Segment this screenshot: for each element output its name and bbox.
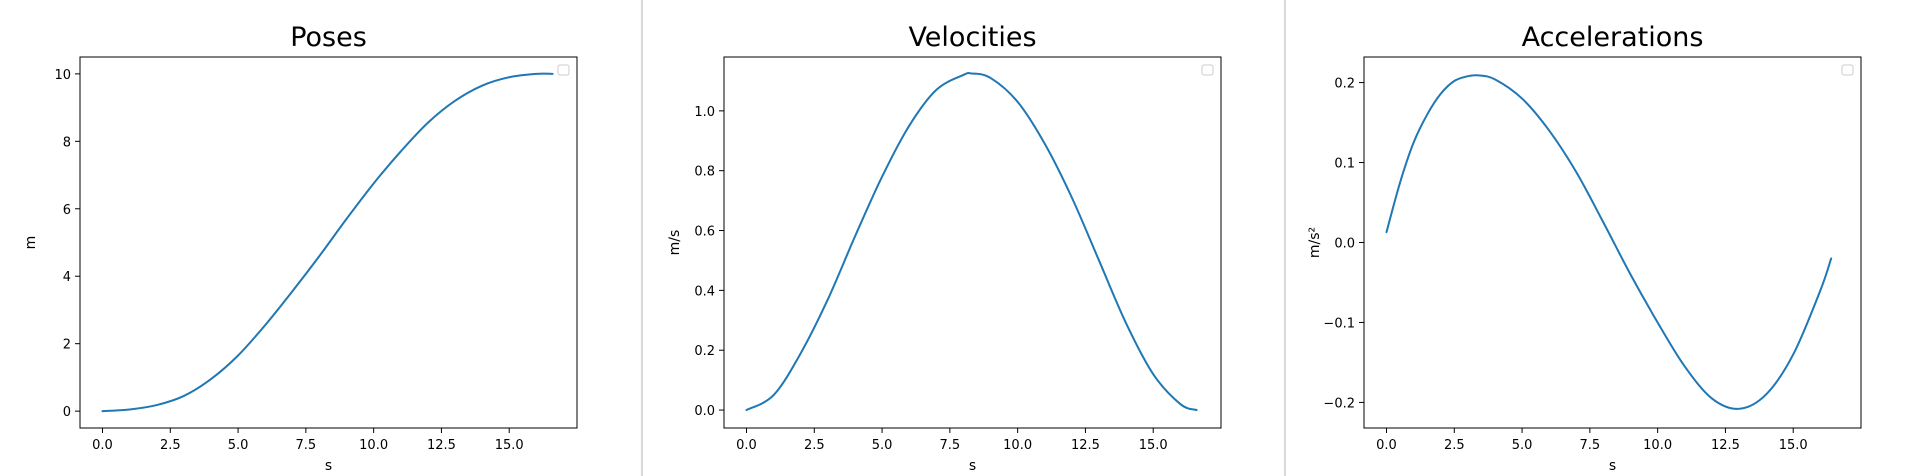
chart-title: Poses [290,22,367,53]
x-tick-label: 12.5 [427,438,456,453]
x-tick-label: 15.0 [1139,438,1168,453]
y-tick-label: 8 [63,135,71,150]
y-tick-label: 0.2 [694,344,715,359]
y-tick-label: 0.2 [1334,77,1355,92]
x-tick-label: 10.0 [359,438,388,453]
legend-box [1201,64,1214,76]
x-tick-label: 10.0 [1643,438,1672,453]
y-tick-label: −0.1 [1323,316,1355,331]
y-tick-label: −0.2 [1323,396,1355,411]
y-tick-label: 6 [63,203,71,218]
y-tick-label: 0.8 [694,165,715,180]
chart-title: Velocities [908,22,1036,53]
y-tick-label: 0.1 [1334,157,1355,172]
x-tick-label: 2.5 [804,438,825,453]
x-axis-label: s [969,458,976,474]
legend-box [557,64,570,76]
poses-panel: Poses 0.0 2.5 5.0 7.5 10.0 12.5 15.0 0 2 4 6 8 10 s m [0,0,641,476]
x-tick-label: 7.5 [296,438,317,453]
accelerations-chart: Accelerations 0.0 2.5 5.0 7.5 10.0 12.5 15.0 −0.… [1307,22,1862,474]
x-tick-label: 10.0 [1003,438,1032,453]
x-tick-label: 0.0 [1376,438,1397,453]
y-tick-label: 2 [63,338,71,353]
panel-divider[interactable] [641,0,643,476]
poses-chart: Poses 0.0 2.5 5.0 7.5 10.0 12.5 15.0 0 2 4 6 8 10 s m [23,22,578,474]
x-tick-label: 12.5 [1711,438,1740,453]
x-axis-label: s [325,458,332,474]
x-tick-label: 2.5 [1444,438,1465,453]
y-tick-label: 1.0 [694,105,715,120]
x-axis-label: s [1609,458,1616,474]
x-tick-label: 5.0 [1512,438,1533,453]
x-tick-label: 0.0 [736,438,757,453]
accelerations-panel: Accelerations 0.0 2.5 5.0 7.5 10.0 12.5 15.0 −0.… [1286,0,1919,476]
x-tick-label: 2.5 [160,438,181,453]
x-tick-label: 5.0 [872,438,893,453]
panel-divider[interactable] [1284,0,1286,476]
x-tick-label: 7.5 [940,438,961,453]
y-tick-label: 0.6 [694,225,715,240]
plot-frame [1363,56,1862,429]
plot-frame [79,56,578,429]
x-tick-label: 12.5 [1071,438,1100,453]
x-tick-label: 0.0 [92,438,113,453]
series-line [101,72,554,413]
velocities-chart: Velocities 0.0 2.5 5.0 7.5 10.0 12.5 15.0 0.0 0.2… [667,22,1222,474]
y-tick-label: 0.4 [694,284,715,299]
series-line [745,71,1198,412]
legend-box [1841,64,1854,76]
plot-frame [723,56,1222,429]
y-tick-label: 0.0 [1334,237,1355,252]
y-tick-label: 10 [54,68,71,83]
x-tick-label: 5.0 [228,438,249,453]
chart-title: Accelerations [1522,22,1704,53]
y-axis-label: m/s [667,230,683,256]
series-line [1385,74,1833,410]
y-axis-label: m [23,236,39,250]
x-tick-label: 15.0 [1779,438,1808,453]
y-axis-label: m/s² [1307,227,1323,258]
y-tick-label: 0 [63,405,71,420]
x-tick-label: 7.5 [1580,438,1601,453]
x-tick-label: 15.0 [495,438,524,453]
y-tick-label: 4 [63,270,71,285]
y-tick-label: 0.0 [694,404,715,419]
velocities-panel: Velocities 0.0 2.5 5.0 7.5 10.0 12.5 15.0 0.0 0.2… [643,0,1284,476]
